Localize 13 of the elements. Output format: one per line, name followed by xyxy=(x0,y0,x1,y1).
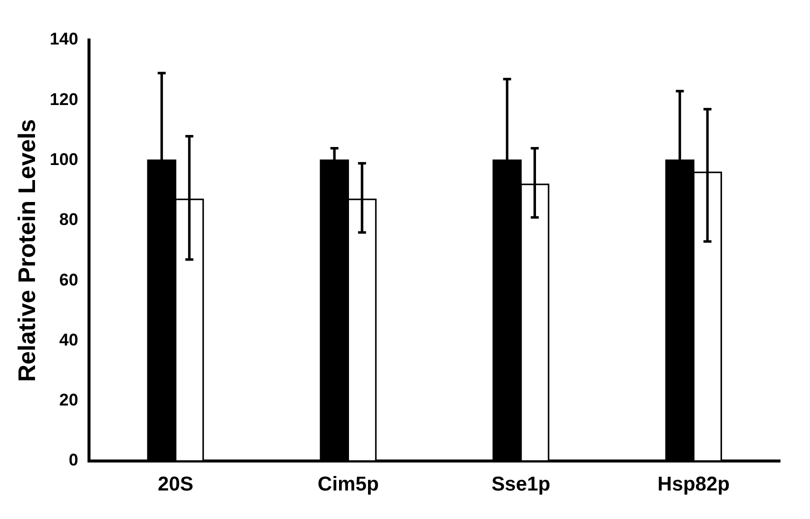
x-tick-label: 20S xyxy=(158,474,194,496)
y-tick-label: 20 xyxy=(59,390,78,410)
y-tick-label: 140 xyxy=(50,30,78,49)
y-tick-label: 80 xyxy=(59,210,78,230)
x-tick-label: Hsp82p xyxy=(658,474,730,496)
y-tick-label: 0 xyxy=(68,450,78,470)
y-axis-title: Relative Protein Levels xyxy=(14,119,42,382)
x-tick-label: Sse1p xyxy=(491,474,550,496)
y-tick-label: 120 xyxy=(50,90,78,109)
y-tick-label: 60 xyxy=(59,270,78,290)
y-tick-label: 100 xyxy=(50,150,78,169)
y-tick-label: 40 xyxy=(59,330,78,350)
x-tick-label: Cim5p xyxy=(318,474,379,496)
